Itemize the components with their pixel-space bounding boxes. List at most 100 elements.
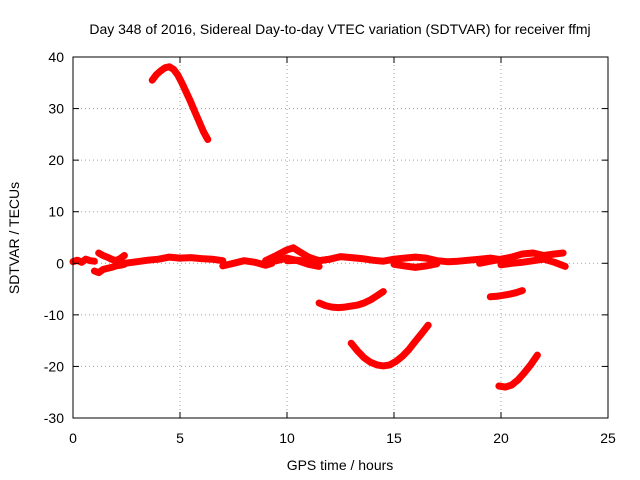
data-point [117, 255, 124, 262]
data-point [418, 330, 425, 337]
data-point [498, 261, 504, 268]
data-point [405, 346, 412, 353]
data-point [425, 322, 432, 329]
data-point [179, 80, 186, 87]
series-track-main-i [390, 260, 441, 271]
data-point [294, 257, 301, 264]
series-track-main-h [283, 253, 505, 266]
data-point [401, 255, 408, 262]
data-point [104, 265, 111, 272]
data-point [527, 361, 534, 368]
data-point [412, 254, 419, 261]
y-tick-label: -10 [44, 307, 64, 323]
chart-title: Day 348 of 2016, Sidereal Day-to-day VTE… [89, 21, 590, 37]
data-point [219, 262, 226, 269]
series-track-main-c [95, 249, 128, 265]
data-point [540, 256, 547, 263]
data-point [519, 287, 526, 294]
data-point [95, 269, 102, 276]
data-point [305, 258, 312, 265]
data-point [177, 255, 183, 262]
data-point [373, 361, 380, 368]
data-point [198, 255, 205, 262]
data-point [341, 304, 348, 311]
data-point [144, 257, 151, 264]
data-point [373, 292, 380, 299]
data-point [367, 296, 374, 303]
data-point [519, 259, 526, 266]
data-point [187, 98, 194, 105]
data-point [153, 71, 160, 78]
data-point [91, 258, 98, 265]
data-point [316, 263, 323, 270]
data-point [174, 72, 181, 79]
y-tick-label: 10 [48, 204, 64, 220]
y-tick-label: 0 [56, 255, 64, 271]
data-point [337, 253, 344, 260]
data-point [230, 260, 237, 267]
data-point [326, 256, 333, 263]
data-point [519, 251, 526, 258]
data-point [498, 256, 504, 263]
axis-ticks: 0 5 10 15 20 25 -30 -20 -10 0 10 20 30 40 [44, 49, 616, 446]
data-point [399, 353, 406, 360]
data-point [284, 257, 290, 264]
data-point [108, 256, 115, 263]
data-point [91, 268, 98, 275]
data-point [487, 258, 494, 265]
data-point [166, 63, 173, 70]
data-point [433, 260, 440, 267]
data-point [348, 340, 355, 347]
data-point [391, 261, 397, 268]
data-point [183, 89, 190, 96]
data-point [112, 257, 119, 264]
x-tick-label: 5 [176, 430, 184, 446]
data-point [361, 299, 368, 306]
data-point [322, 302, 329, 309]
series-track-main-a [69, 255, 98, 266]
data-point [162, 64, 169, 71]
x-tick-label: 15 [386, 430, 402, 446]
x-tick-label: 10 [279, 430, 295, 446]
data-point [316, 299, 323, 306]
series-track-main-b [90, 260, 128, 277]
data-point [551, 259, 558, 266]
y-tick-label: 20 [48, 152, 64, 168]
x-tick-label: 20 [493, 430, 509, 446]
data-point [386, 361, 393, 368]
data-point [534, 352, 541, 359]
series-track-main-j [476, 249, 567, 267]
series-arc-neg-24 [495, 351, 541, 391]
data-point [361, 354, 368, 361]
x-axis-label: GPS time / hours [287, 457, 394, 473]
data-point [328, 304, 335, 311]
data-point [348, 254, 355, 261]
data-point [530, 257, 537, 264]
data-point [380, 362, 387, 369]
data-point [251, 259, 258, 266]
series-arc-neg-6 [486, 287, 526, 301]
y-axis-label: SDTVAR / TECUs [6, 182, 22, 294]
series-line [120, 253, 227, 267]
data-point [284, 246, 290, 253]
y-tick-label: 30 [48, 101, 64, 117]
series-arc-neg-8 [315, 288, 387, 312]
data-point [506, 291, 513, 298]
data-point [358, 255, 365, 262]
data-point [530, 249, 537, 256]
data-point [495, 383, 502, 390]
data-point [99, 266, 106, 273]
data-point [170, 66, 177, 73]
data-point [290, 244, 297, 251]
data-point [423, 255, 430, 262]
data-point [393, 358, 400, 365]
data-point [444, 258, 451, 265]
data-point [104, 254, 111, 261]
data-point [200, 128, 207, 135]
data-point [316, 257, 323, 264]
data-point [149, 77, 156, 84]
y-tick-label: 40 [48, 49, 64, 65]
data-point [508, 260, 515, 267]
data-point [209, 256, 216, 263]
